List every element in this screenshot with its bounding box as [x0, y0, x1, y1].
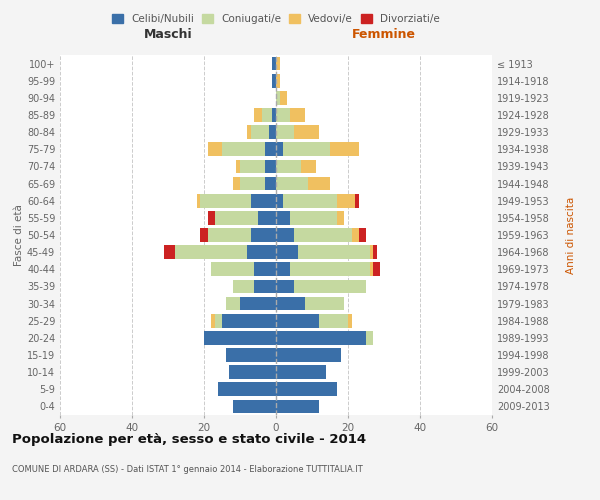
Bar — [373, 246, 377, 259]
Bar — [254, 280, 276, 293]
Bar — [200, 194, 251, 207]
Bar — [247, 246, 276, 259]
Bar — [233, 400, 276, 413]
Bar — [215, 314, 222, 328]
Bar — [294, 280, 366, 293]
Text: Maschi: Maschi — [143, 28, 193, 42]
Bar — [276, 194, 283, 207]
Bar — [276, 400, 319, 413]
Bar — [276, 314, 319, 328]
Bar — [276, 382, 337, 396]
Bar — [265, 176, 276, 190]
Bar — [229, 366, 276, 379]
Bar — [283, 142, 330, 156]
Bar — [276, 56, 280, 70]
Bar — [226, 348, 276, 362]
Bar — [265, 160, 276, 173]
Bar — [330, 142, 359, 156]
Bar — [265, 142, 276, 156]
Bar — [208, 228, 251, 242]
Bar — [208, 142, 222, 156]
Bar — [301, 160, 316, 173]
Bar — [290, 211, 337, 224]
Bar — [233, 176, 240, 190]
Bar — [204, 331, 276, 344]
Bar — [276, 331, 366, 344]
Bar — [276, 211, 290, 224]
Bar — [276, 91, 280, 104]
Bar — [337, 211, 344, 224]
Bar — [276, 74, 280, 88]
Bar — [222, 142, 265, 156]
Bar — [175, 246, 247, 259]
Bar — [370, 262, 373, 276]
Bar — [164, 246, 175, 259]
Bar — [280, 91, 287, 104]
Bar — [305, 296, 344, 310]
Bar — [269, 126, 276, 139]
Bar — [276, 108, 290, 122]
Y-axis label: Fasce di età: Fasce di età — [14, 204, 24, 266]
Bar — [211, 314, 215, 328]
Bar — [200, 228, 208, 242]
Bar — [240, 160, 265, 173]
Bar — [308, 176, 330, 190]
Bar — [276, 228, 294, 242]
Text: Popolazione per età, sesso e stato civile - 2014: Popolazione per età, sesso e stato civil… — [12, 432, 366, 446]
Bar — [276, 126, 294, 139]
Bar — [211, 262, 254, 276]
Bar — [276, 280, 294, 293]
Bar — [366, 331, 373, 344]
Bar — [233, 280, 254, 293]
Text: COMUNE DI ARDARA (SS) - Dati ISTAT 1° gennaio 2014 - Elaborazione TUTTITALIA.IT: COMUNE DI ARDARA (SS) - Dati ISTAT 1° ge… — [12, 466, 363, 474]
Text: Femmine: Femmine — [352, 28, 416, 42]
Bar — [276, 296, 305, 310]
Bar — [218, 382, 276, 396]
Bar — [276, 246, 298, 259]
Bar — [298, 246, 370, 259]
Bar — [208, 211, 215, 224]
Bar — [370, 246, 373, 259]
Bar — [272, 56, 276, 70]
Bar — [251, 194, 276, 207]
Legend: Celibi/Nubili, Coniugati/e, Vedovi/e, Divorziati/e: Celibi/Nubili, Coniugati/e, Vedovi/e, Di… — [108, 10, 444, 29]
Bar — [247, 126, 251, 139]
Bar — [240, 296, 276, 310]
Bar — [251, 228, 276, 242]
Bar — [276, 348, 341, 362]
Bar — [272, 74, 276, 88]
Bar — [258, 211, 276, 224]
Bar — [236, 160, 240, 173]
Bar — [254, 108, 262, 122]
Bar — [359, 228, 366, 242]
Bar — [276, 176, 308, 190]
Bar — [294, 126, 319, 139]
Bar — [319, 314, 348, 328]
Bar — [240, 176, 265, 190]
Bar — [294, 228, 352, 242]
Bar — [272, 108, 276, 122]
Bar — [222, 314, 276, 328]
Y-axis label: Anni di nascita: Anni di nascita — [566, 196, 576, 274]
Bar — [262, 108, 272, 122]
Bar — [348, 314, 352, 328]
Bar — [337, 194, 355, 207]
Bar — [276, 262, 290, 276]
Bar — [283, 194, 337, 207]
Bar — [215, 211, 258, 224]
Bar — [355, 194, 359, 207]
Bar — [290, 262, 370, 276]
Bar — [276, 142, 283, 156]
Bar — [254, 262, 276, 276]
Bar — [290, 108, 305, 122]
Bar — [352, 228, 359, 242]
Bar — [373, 262, 380, 276]
Bar — [276, 366, 326, 379]
Bar — [197, 194, 200, 207]
Bar — [226, 296, 240, 310]
Bar — [276, 160, 301, 173]
Bar — [251, 126, 269, 139]
